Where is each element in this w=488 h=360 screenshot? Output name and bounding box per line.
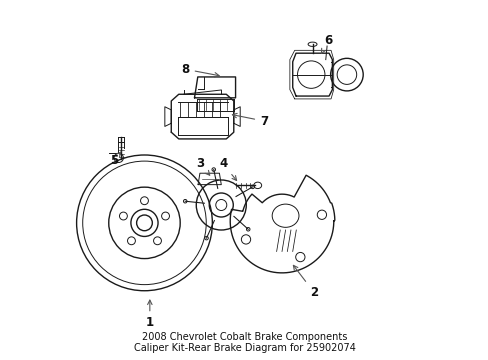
Text: 2008 Chevrolet Cobalt Brake Components
Caliper Kit-Rear Brake Diagram for 259020: 2008 Chevrolet Cobalt Brake Components C…: [133, 332, 355, 353]
Text: 3: 3: [195, 157, 209, 175]
Text: 8: 8: [181, 63, 219, 77]
Text: 5: 5: [110, 152, 121, 167]
Text: 7: 7: [232, 113, 267, 127]
Text: 4: 4: [219, 157, 236, 180]
Text: 1: 1: [145, 300, 154, 329]
Text: 2: 2: [293, 265, 318, 299]
Text: 6: 6: [321, 34, 332, 53]
